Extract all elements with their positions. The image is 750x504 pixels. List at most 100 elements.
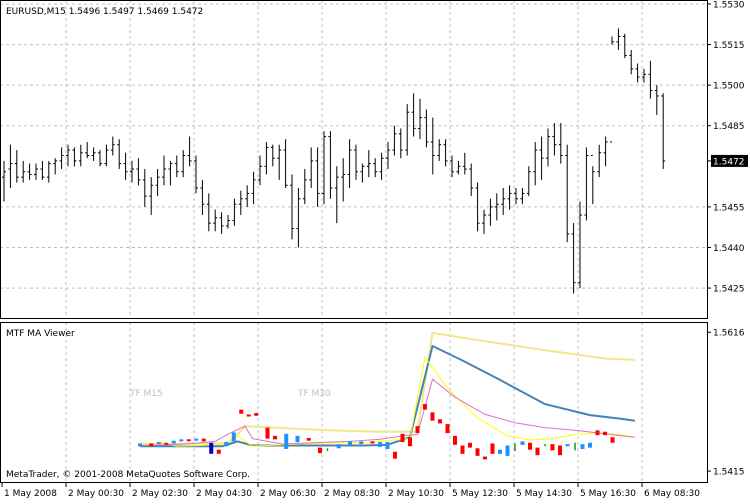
ohlc-bar [405,104,410,156]
candle [498,449,502,454]
candle [164,442,169,445]
ohlc-bar [21,160,26,183]
ohlc-bar [648,60,653,99]
candle [239,409,244,414]
ohlc-bar [635,63,640,83]
candle [610,437,615,443]
grid-layer [0,0,707,483]
candle [284,433,289,449]
candle [273,435,277,440]
candle [438,419,442,424]
time-tick-label: 5 May 16:30 [580,489,636,499]
candle [216,449,221,454]
ohlc-bar [578,201,582,289]
main-chart-frame [0,0,708,319]
ohlc-bar [149,177,154,216]
ohlc-bar [443,139,448,167]
ohlc-bar [514,187,518,205]
ohlc-bar [59,147,64,170]
candle [423,404,427,410]
ohlc-bar [322,131,326,205]
candle [445,424,450,434]
ohlc-bars [2,28,666,294]
price-tick-label: 1.5425 [713,285,745,295]
ohlc-bar [354,144,358,180]
ohlc-bar [430,117,435,175]
ohlc-bar [450,155,454,178]
ohlc-bar [213,209,218,232]
candle [490,443,495,454]
ohlc-bar [296,187,301,248]
price-tick-label: 1.5440 [713,244,745,254]
ohlc-bar [136,158,141,186]
ohlc-bar [526,166,531,197]
ohlc-bar [622,33,627,59]
ohlc-bar [507,185,512,210]
candle [580,444,585,449]
last-price-badge [711,154,748,167]
ohlc-bar [40,160,45,180]
candle [186,439,191,442]
ohlc-bar [520,187,525,205]
candle [603,431,607,436]
ohlc-bar [482,209,486,234]
ohlc-bar [539,136,544,180]
time-tick-label: 5 May 12:30 [452,489,508,499]
ohlc-bar [258,155,262,186]
ohlc-bar [245,185,250,207]
ohlc-bar [360,163,365,183]
ohlc-bar [373,158,378,178]
ohlc-bar [46,160,51,183]
candle [475,448,480,456]
ohlc-bar [85,141,90,159]
candle [378,442,382,447]
ohlc-bar [181,150,186,178]
ohlc-bar [546,128,550,167]
ohlc-bar [398,128,403,159]
ohlc-bar [610,36,614,143]
candle [483,456,487,460]
candle [254,413,259,416]
ohlc-bar [2,160,6,202]
time-tick-label: 2 May 02:30 [132,489,188,499]
symbol-ohlc-header: EURUSD,M15 1.5496 1.5497 1.5469 1.5472 [6,7,203,17]
ohlc-bar [34,163,38,180]
candle [588,442,592,448]
candle [359,441,364,445]
candle [179,439,184,442]
candle [535,447,540,456]
candle [595,430,600,436]
ohlc-bar [283,139,288,188]
copyright-text: MetaTrader, © 2001-2008 MetaQuotes Softw… [6,470,250,480]
time-tick-label: 2 May 00:30 [68,489,124,499]
candle [460,445,465,454]
candle [194,438,199,441]
candle [408,437,412,447]
ohlc-bar [27,163,32,180]
candle [385,442,390,449]
ma-line [140,344,636,448]
ohlc-bar [277,144,282,180]
price-tick-label: 1.5485 [713,122,745,132]
ohlc-bar [123,152,128,180]
ohlc-bar [309,147,314,188]
ohlc-bar [14,150,19,183]
ma-line [139,378,636,446]
ohlc-bar [366,150,371,178]
candle [171,440,176,444]
ohlc-bar [603,136,608,167]
candle [209,442,214,454]
time-tick-label: 6 May 08:30 [644,489,700,499]
last-price-label: 1.5472 [713,157,745,167]
ohlc-bar [72,147,77,167]
ohlc-bar [91,147,96,161]
ohlc-bar [104,144,109,167]
ohlc-bar [155,169,160,197]
candle [149,443,154,447]
time-tick-label: 1 May 2008 [4,489,57,499]
candle [400,433,405,443]
ohlc-bar [334,166,339,224]
ohlc-bar [494,193,499,221]
